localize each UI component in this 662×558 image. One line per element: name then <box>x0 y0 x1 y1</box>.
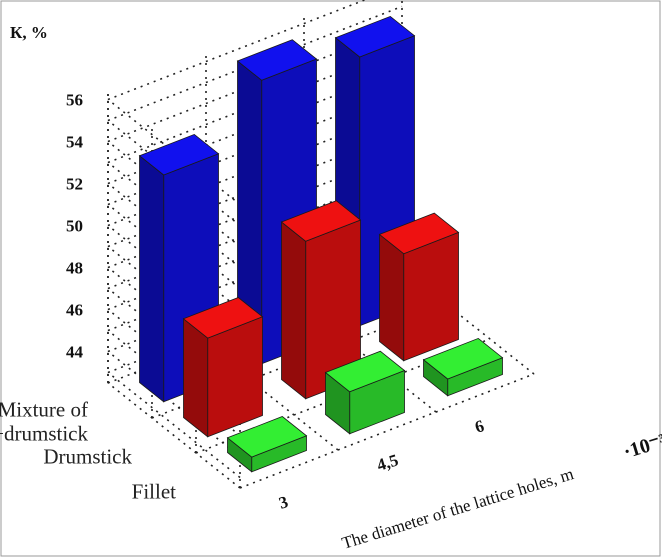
bar-top-face <box>422 337 504 380</box>
floor-gridline <box>107 382 241 489</box>
y-tick-label: 48 <box>66 259 83 278</box>
x-tick-label: 6 <box>473 416 487 437</box>
y-tick-label: 54 <box>66 133 84 152</box>
side-wall-gridline <box>107 350 241 458</box>
side-wall-gridline <box>107 371 241 479</box>
y-axis-label: К, % <box>10 23 48 42</box>
x-tick-label: 3 <box>277 492 291 513</box>
bar-top-face <box>236 39 318 81</box>
bar-top-face <box>280 200 362 242</box>
category-label: Mixture of <box>0 398 88 422</box>
category-label: Fillet <box>132 480 177 504</box>
x-axis-label: The diameter of the lattice holes, m <box>340 464 576 553</box>
bar-fillet <box>324 350 406 435</box>
bar-fillet <box>226 416 308 473</box>
bar-top-face <box>226 416 308 458</box>
bar-side-face <box>379 233 405 362</box>
category-label: fillet+drumstick <box>0 422 88 446</box>
bar-top-face <box>324 350 406 393</box>
bar-side-face <box>281 221 307 400</box>
x-tick-label: 4,5 <box>375 450 401 474</box>
y-tick-label: 50 <box>66 217 83 236</box>
x-axis-unit: ·10⁻³ <box>621 430 662 464</box>
bar-drumstick <box>280 200 362 400</box>
y-tick-label: 52 <box>66 175 83 194</box>
bar-drumstick <box>182 297 264 438</box>
y-tick-label: 44 <box>66 343 84 362</box>
bar-top-face <box>334 15 416 58</box>
x-axis-title: The diameter of the lattice holes, m ·10… <box>340 430 662 553</box>
bar-side-face <box>183 317 209 438</box>
category-label: Drumstick <box>43 445 132 469</box>
y-tick-label: 46 <box>66 301 83 320</box>
bar-fillet <box>422 337 504 397</box>
y-tick-label: 56 <box>66 91 83 110</box>
bar-top-face <box>378 212 460 255</box>
bar-top-face <box>138 133 220 176</box>
bar-layer <box>138 15 504 473</box>
bar-drumstick <box>378 212 460 362</box>
bar-top-face <box>182 297 264 339</box>
bar-front-face <box>403 231 459 362</box>
bar-side-face <box>139 154 165 403</box>
